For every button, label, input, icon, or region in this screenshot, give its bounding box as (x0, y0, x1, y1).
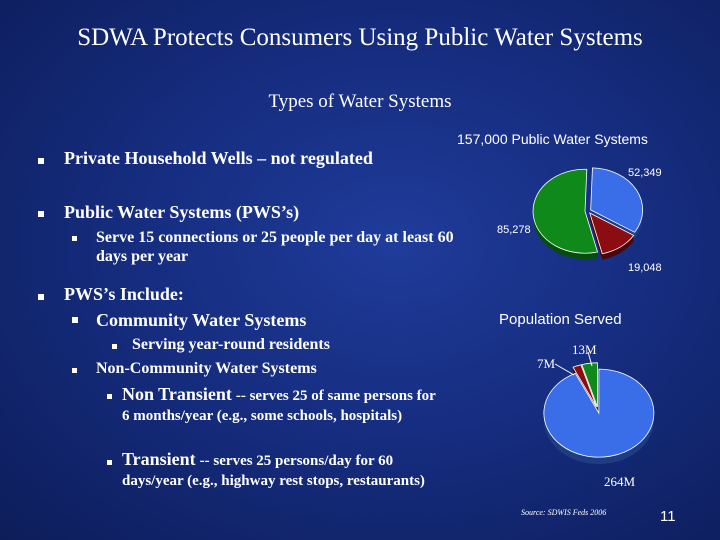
chart2-title: Population Served (499, 311, 622, 328)
chart2-label-1: 7M (537, 356, 556, 371)
bullet-community: Community Water Systems (96, 310, 307, 330)
chart1-label-1: 19,048 (628, 262, 662, 274)
chart1-title: 157,000 Public Water Systems (457, 131, 648, 147)
square-bullet-icon (72, 317, 78, 323)
bullet-private-wells: Private Household Wells – not regulated (64, 148, 373, 168)
nontransient-definition: -- serves 25 of same persons for 6 month… (122, 388, 436, 424)
square-bullet-icon (112, 344, 117, 349)
chart2-slice-2 (581, 362, 598, 407)
chart2-leader-line-1 (587, 351, 593, 367)
bullet-pws-definition: Serve 15 connections or 25 people per da… (96, 229, 454, 265)
chart2-slice-1 (572, 364, 597, 408)
nontransient-term: Non Transient (122, 384, 232, 404)
square-bullet-icon (107, 460, 112, 465)
source-note: Source: SDWIS Feds 2006 (521, 508, 607, 517)
bullet-transient: Transient -- serves 25 persons/day for 6… (122, 450, 432, 491)
bullet-noncommunity: Non-Community Water Systems (96, 360, 317, 377)
bullet-nontransient: Non Transient -- serves 25 of same perso… (122, 385, 442, 426)
bullet-community-definition: Serving year-round residents (132, 336, 330, 353)
chart1-slice-0 (590, 167, 644, 233)
chart2-leader-line-0 (554, 363, 575, 376)
square-bullet-icon (72, 236, 77, 241)
transient-definition: -- serves 25 persons/day for 60 days/yea… (122, 453, 425, 489)
bullet-pws: Public Water Systems (PWS’s) (64, 202, 300, 222)
slide-subtitle: Types of Water Systems (268, 91, 452, 112)
slide-title: SDWA Protects Consumers Using Public Wat… (77, 24, 643, 51)
chart2-slice-0 (543, 368, 655, 458)
square-bullet-icon (72, 368, 77, 373)
page-number: 11 (660, 508, 676, 525)
chart2-label-0: 264M (604, 474, 636, 489)
square-bullet-icon (38, 211, 44, 217)
square-bullet-icon (107, 394, 112, 399)
bullet-pws-include: PWS’s Include: (64, 284, 184, 304)
chart1-slice-2 (532, 168, 599, 254)
chart2-label-2: 13M (572, 342, 597, 357)
transient-term: Transient (122, 449, 196, 469)
square-bullet-icon (38, 158, 44, 164)
chart1-label-0: 52,349 (628, 167, 662, 179)
square-bullet-icon (38, 294, 44, 300)
chart1-label-2: 85,278 (497, 224, 531, 236)
chart1-slice-1 (589, 212, 635, 255)
